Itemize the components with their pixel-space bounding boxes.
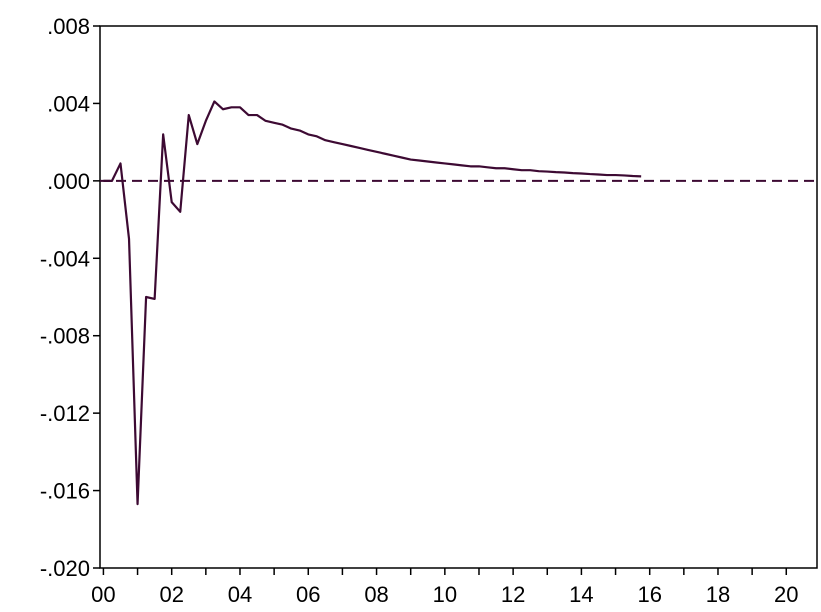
y-tick-label: -.016 (40, 479, 90, 504)
x-tick-label: 00 (91, 582, 115, 607)
y-tick-label: .008 (47, 14, 90, 39)
y-tick-label: .004 (47, 91, 90, 116)
x-tick-label: 08 (364, 582, 388, 607)
x-tick-label: 14 (569, 582, 593, 607)
x-axis: 00 02 04 06 08 10 12 14 16 18 20 (91, 568, 799, 607)
y-tick-label: -.020 (40, 556, 90, 581)
x-tick-label: 16 (637, 582, 661, 607)
y-tick-label: -.008 (40, 324, 90, 349)
y-tick-label: .000 (47, 169, 90, 194)
x-tick-label: 10 (433, 582, 457, 607)
series-line (103, 100, 642, 506)
x-tick-label: 04 (228, 582, 252, 607)
y-axis: .008 .004 .000 -.004 -.008 -.012 -.016 -.020 (40, 14, 100, 581)
x-tick-label: 18 (706, 582, 730, 607)
y-tick-label: -.012 (40, 401, 90, 426)
x-tick-label: 20 (774, 582, 798, 607)
x-tick-label: 06 (296, 582, 320, 607)
x-tick-label: 02 (159, 582, 183, 607)
y-tick-label: -.004 (40, 246, 90, 271)
x-tick-label: 12 (501, 582, 525, 607)
plot-frame (99, 25, 818, 569)
